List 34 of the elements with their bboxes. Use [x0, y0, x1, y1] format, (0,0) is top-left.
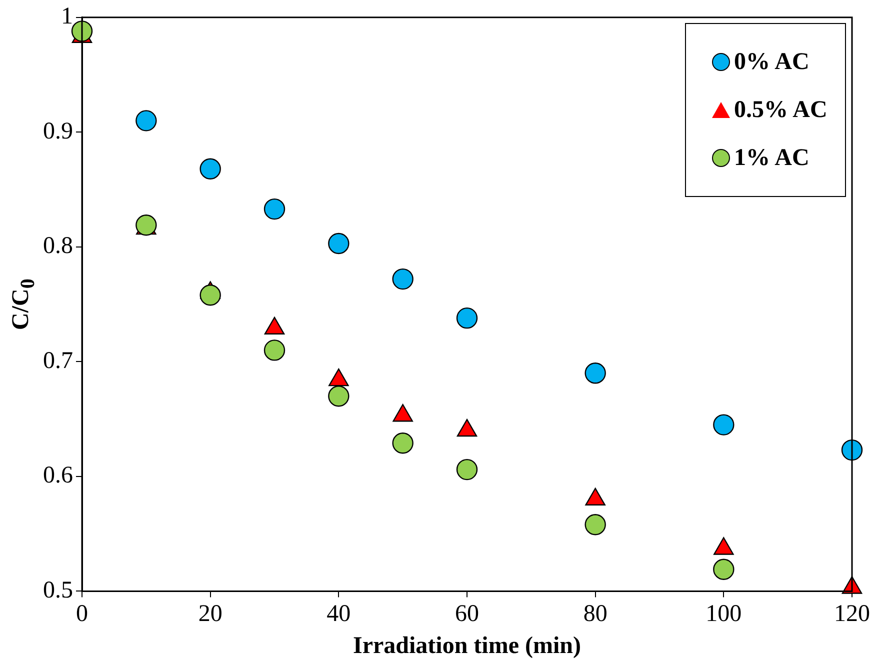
point: [456, 458, 478, 480]
point: [456, 307, 478, 329]
x-tick-label: 120: [834, 600, 870, 627]
point: [71, 20, 93, 42]
point: [584, 514, 606, 536]
x-tick-label: 20: [198, 600, 222, 627]
x-tick-label: 80: [583, 600, 608, 627]
point: [584, 362, 606, 384]
x-tick-label: 40: [326, 600, 351, 627]
y-tick-label: 0.8: [43, 233, 73, 260]
point: [136, 110, 157, 132]
y-tick-label: 0.6: [43, 462, 73, 489]
x-tick-label: 0: [76, 600, 88, 627]
point: [200, 284, 221, 306]
point: [264, 198, 286, 220]
point: [713, 414, 734, 436]
point: [264, 340, 286, 361]
y-tick-label: 0.7: [43, 348, 73, 374]
point: [841, 439, 863, 461]
x-axis-title: Irradiation time (min): [353, 633, 581, 660]
x-tick-label: 100: [706, 600, 742, 627]
y-tick-label: 0.9: [43, 118, 73, 144]
legend-label: 0% AC: [734, 48, 810, 76]
point: [328, 232, 350, 254]
x-tick-label: 60: [455, 600, 479, 627]
y-tick-label: 0.5: [43, 577, 73, 604]
point: [200, 158, 221, 180]
legend-label: 0.5% AC: [734, 96, 828, 124]
point: [713, 558, 734, 580]
y-tick-label: 1: [61, 4, 73, 30]
point: [328, 386, 350, 407]
legend-label: 1% AC: [734, 144, 810, 172]
point: [392, 268, 414, 290]
point: [392, 432, 414, 454]
